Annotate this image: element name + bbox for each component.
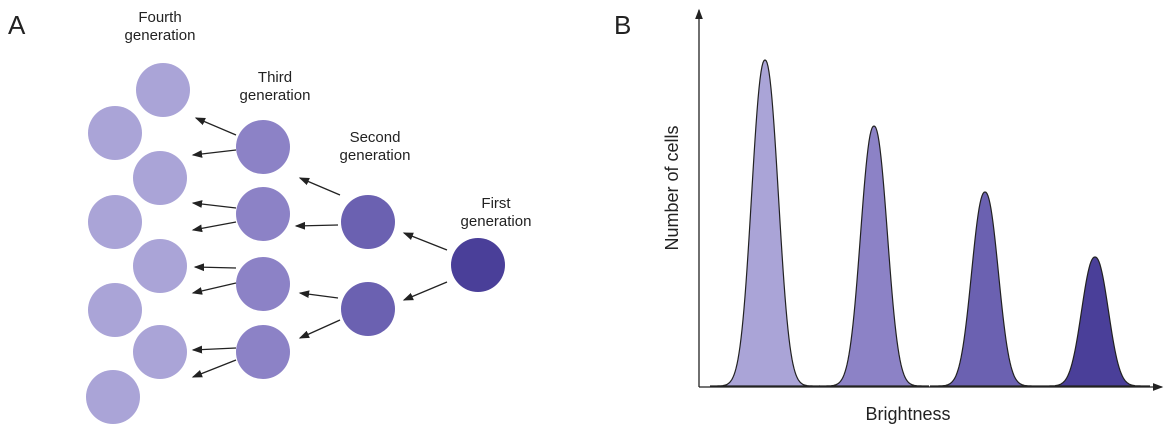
- generation-label: Third: [258, 69, 292, 86]
- cell: [133, 325, 187, 379]
- panel-label: A: [8, 10, 26, 40]
- y-axis-label: Number of cells: [662, 125, 682, 250]
- arrow: [193, 360, 236, 377]
- generation-label: First: [481, 195, 511, 212]
- generation-label: generation: [240, 87, 311, 104]
- generation-label: Second: [350, 129, 401, 146]
- cell: [136, 63, 190, 117]
- arrow: [193, 203, 236, 208]
- peak: [819, 126, 929, 386]
- cell: [133, 239, 187, 293]
- arrow: [300, 178, 340, 195]
- arrow: [300, 293, 338, 298]
- arrow: [404, 233, 447, 250]
- x-axis-label: Brightness: [865, 404, 950, 424]
- generation-label: generation: [125, 27, 196, 44]
- arrow: [193, 222, 236, 230]
- cell: [236, 120, 290, 174]
- cell: [86, 370, 140, 424]
- cell: [341, 282, 395, 336]
- generation-label: generation: [461, 213, 532, 230]
- cell: [88, 195, 142, 249]
- cell: [451, 238, 505, 292]
- arrow: [404, 282, 447, 300]
- cell: [341, 195, 395, 249]
- arrow: [300, 320, 340, 338]
- cell: [236, 325, 290, 379]
- panel-label: B: [614, 10, 631, 40]
- peak: [930, 192, 1040, 386]
- histogram-peaks: [710, 60, 1150, 386]
- peak: [710, 60, 820, 386]
- figure: A B FourthgenerationThirdgenerationSecon…: [0, 0, 1166, 430]
- cell: [88, 106, 142, 160]
- arrow: [193, 283, 236, 293]
- arrow: [193, 150, 236, 155]
- generation-label: Fourth: [138, 9, 181, 26]
- generation-labels: FourthgenerationThirdgenerationSecondgen…: [125, 9, 532, 230]
- cell: [236, 187, 290, 241]
- cell: [88, 283, 142, 337]
- generation-label: generation: [340, 147, 411, 164]
- cell: [133, 151, 187, 205]
- cell-circles: [86, 63, 505, 424]
- arrow: [193, 348, 236, 350]
- arrow: [196, 118, 236, 135]
- peak: [1040, 257, 1150, 386]
- arrow: [195, 267, 236, 268]
- arrow: [296, 225, 338, 226]
- cell: [236, 257, 290, 311]
